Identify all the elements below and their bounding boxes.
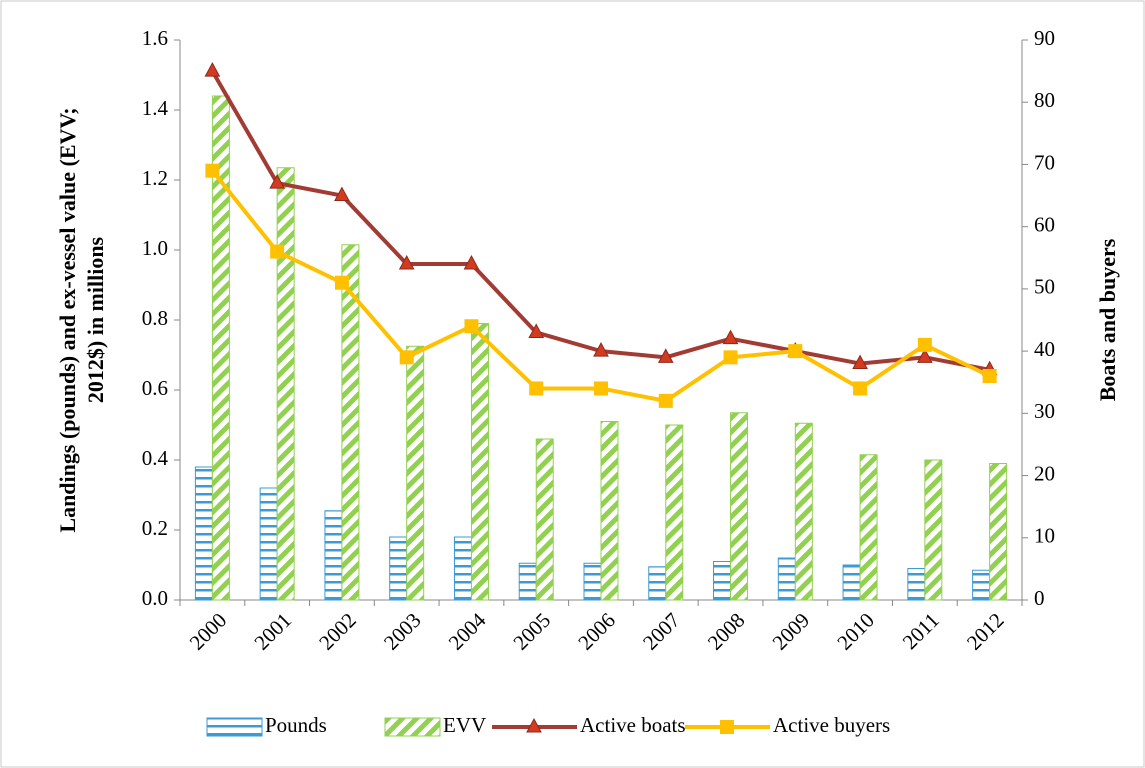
- bar: [453, 536, 472, 601]
- y2-tick-label: 90: [1034, 26, 1055, 50]
- marker: [917, 337, 932, 352]
- y-tick-label: 0.4: [142, 446, 169, 470]
- y-tick-label: 0.6: [142, 376, 168, 400]
- marker: [852, 354, 868, 370]
- y-axis-title: Landings (pounds) and ex-vessel value (E…: [55, 107, 80, 532]
- bar: [211, 95, 230, 601]
- y2-tick-label: 50: [1034, 275, 1055, 299]
- bar: [989, 463, 1008, 601]
- marker: [528, 323, 545, 338]
- bar: [924, 459, 943, 601]
- marker: [853, 381, 868, 396]
- marker: [269, 174, 285, 189]
- legend-label: EVV: [443, 713, 486, 737]
- y-tick-label: 1.2: [142, 166, 168, 190]
- bar: [794, 422, 813, 601]
- marker: [204, 62, 221, 77]
- bar: [842, 564, 861, 601]
- marker: [270, 244, 285, 259]
- marker: [529, 381, 544, 396]
- bar: [535, 438, 554, 601]
- marker: [788, 344, 803, 359]
- y-tick-label: 1.6: [142, 26, 168, 50]
- y-tick-label: 1.4: [142, 96, 169, 120]
- marker: [593, 342, 609, 357]
- bar: [518, 562, 537, 601]
- legend-label: Active buyers: [773, 713, 890, 737]
- bar: [276, 167, 295, 601]
- y2-tick-label: 20: [1034, 461, 1055, 485]
- bar: [470, 323, 489, 601]
- y2-tick-label: 70: [1034, 150, 1055, 174]
- y-tick-label: 0.8: [142, 306, 168, 330]
- bar: [600, 421, 619, 601]
- y2-tick-label: 0: [1034, 586, 1045, 610]
- y-tick-label: 0.2: [142, 516, 168, 540]
- legend-label: Active boats: [580, 713, 686, 737]
- marker: [723, 350, 738, 365]
- bar: [730, 412, 749, 601]
- bar: [324, 510, 343, 601]
- marker: [658, 393, 673, 408]
- bar: [972, 569, 991, 601]
- marker: [398, 254, 415, 270]
- y-tick-label: 0.0: [142, 586, 168, 610]
- legend-marker: [526, 717, 542, 733]
- bar: [859, 454, 878, 601]
- legend-label: Pounds: [265, 713, 327, 737]
- bar: [665, 424, 684, 601]
- y2-tick-label: 60: [1034, 212, 1055, 236]
- marker: [657, 348, 674, 363]
- y2-tick-label: 10: [1034, 524, 1055, 548]
- marker: [917, 348, 933, 363]
- y2-tick-label: 40: [1034, 337, 1055, 361]
- marker: [722, 329, 739, 345]
- marker: [594, 381, 608, 396]
- bar: [341, 244, 360, 601]
- y-tick-label: 1.0: [142, 236, 168, 260]
- bar: [648, 566, 667, 601]
- marker: [399, 350, 414, 365]
- legend-swatch: [384, 717, 441, 737]
- marker: [982, 369, 997, 383]
- bar: [907, 568, 926, 601]
- y2-axis-title: Boats and buyers: [1095, 238, 1120, 401]
- y-axis-title: 2012$) in millions: [83, 236, 108, 403]
- y2-tick-label: 30: [1034, 399, 1055, 423]
- bar: [713, 561, 732, 601]
- marker: [205, 163, 220, 178]
- bar: [194, 466, 213, 601]
- marker: [334, 186, 350, 202]
- bar: [259, 487, 278, 601]
- bar: [406, 345, 425, 601]
- marker: [334, 275, 349, 290]
- bar: [777, 557, 796, 601]
- marker: [464, 319, 479, 334]
- bar: [583, 562, 602, 601]
- bar: [389, 536, 408, 601]
- marker: [463, 254, 480, 270]
- y2-tick-label: 80: [1034, 88, 1055, 112]
- legend-marker: [720, 720, 734, 734]
- legend-swatch: [206, 717, 263, 737]
